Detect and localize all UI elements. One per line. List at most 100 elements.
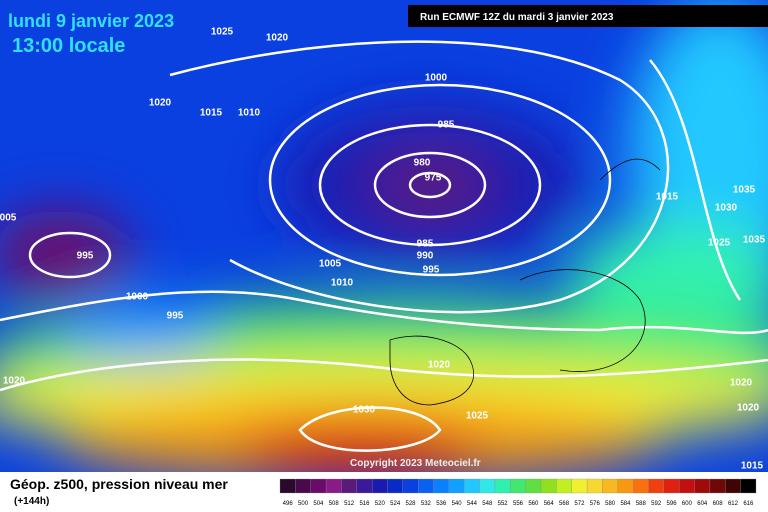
field-background xyxy=(0,0,768,480)
time-title: 13:00 locale xyxy=(12,35,125,57)
scale-label: 568 xyxy=(559,501,570,507)
scale-cell xyxy=(571,478,588,494)
scale-label: 536 xyxy=(436,501,447,507)
footer-lead: (+144h) xyxy=(14,496,49,507)
scale-label: 592 xyxy=(651,501,662,507)
scale-cell xyxy=(709,478,726,494)
scale-label: 588 xyxy=(636,501,647,507)
scale-label: 580 xyxy=(605,501,616,507)
scale-label: 572 xyxy=(574,501,585,507)
run-info: Run ECMWF 12Z du mardi 3 janvier 2023 xyxy=(420,12,614,23)
scale-cell xyxy=(725,478,741,494)
scale-cell xyxy=(295,478,311,494)
scale-cell xyxy=(479,478,496,494)
scale-label: 604 xyxy=(697,501,708,507)
footer-title: Géop. z500, pression niveau mer xyxy=(10,476,228,492)
scale-label: 560 xyxy=(528,501,539,507)
scale-label: 532 xyxy=(421,501,432,507)
isobar-label: 005 xyxy=(0,213,17,224)
scale-label: 556 xyxy=(513,501,524,507)
scale-label: 500 xyxy=(298,501,309,507)
isobar-label: 1020 xyxy=(266,33,289,44)
isobar-label: 980 xyxy=(414,158,431,169)
scale-cell xyxy=(617,478,634,494)
scale-label: 608 xyxy=(713,501,724,507)
isobar-label: 995 xyxy=(167,311,184,322)
scale-label: 576 xyxy=(590,501,601,507)
scale-cell xyxy=(371,478,388,494)
isobar-label: 985 xyxy=(438,120,455,131)
scale-cell xyxy=(433,478,450,494)
scale-cell xyxy=(387,478,403,494)
scale-cell xyxy=(602,478,618,494)
isobar-label: 1035 xyxy=(733,185,756,196)
scale-label: 548 xyxy=(482,501,493,507)
isobar-label: 1025 xyxy=(211,27,234,38)
isobar-label: 1025 xyxy=(466,411,489,422)
scale-cell xyxy=(279,478,296,494)
scale-cell xyxy=(402,478,419,494)
isobar-label: 1030 xyxy=(715,203,738,214)
isobar-label: 1035 xyxy=(743,235,766,246)
scale-cell xyxy=(464,478,480,494)
scale-label: 600 xyxy=(682,501,693,507)
scale-label: 584 xyxy=(620,501,631,507)
scale-cell xyxy=(341,478,357,494)
scale-label: 516 xyxy=(359,501,370,507)
scale-cell xyxy=(648,478,665,494)
scale-cell xyxy=(663,478,680,494)
scale-label: 496 xyxy=(283,501,294,507)
scale-cell xyxy=(510,478,526,494)
scale-cell xyxy=(633,478,649,494)
scale-label: 552 xyxy=(498,501,509,507)
isobar-label: 1005 xyxy=(319,259,342,270)
scale-cell xyxy=(418,478,434,494)
scale-cell xyxy=(325,478,342,494)
scale-cell xyxy=(525,478,542,494)
scale-cell xyxy=(448,478,465,494)
isobar-label: 990 xyxy=(417,251,434,262)
scale-label: 528 xyxy=(406,501,417,507)
isobar-label: 995 xyxy=(77,251,94,262)
scale-label: 544 xyxy=(467,501,478,507)
copyright: Copyright 2023 Meteociel.fr xyxy=(350,458,481,469)
date-title: lundi 9 janvier 2023 xyxy=(8,11,174,31)
coastlines xyxy=(389,158,661,406)
isobar-label: 1025 xyxy=(708,238,731,249)
scale-cell xyxy=(694,478,711,494)
isobar-label: 975 xyxy=(425,173,442,184)
scale-cell xyxy=(586,478,603,494)
isobar-label: 1000 xyxy=(425,73,448,84)
scale-label: 504 xyxy=(313,501,324,507)
isobar-label: 1030 xyxy=(353,405,376,416)
scale-cell xyxy=(740,478,757,494)
isobar-label: 1015 xyxy=(656,192,679,203)
color-scale: 496 500 504 508 512 516 520 524 528 532 536 540 544 5… xyxy=(279,478,757,507)
scale-label: 540 xyxy=(452,501,463,507)
isobar-label: 995 xyxy=(423,265,440,276)
isobar-label: 1015 xyxy=(741,461,764,472)
isobar-label: 1000 xyxy=(126,292,149,303)
scale-cell xyxy=(556,478,572,494)
scale-cell xyxy=(494,478,511,494)
scale-cell xyxy=(679,478,695,494)
isobar-label: 1020 xyxy=(3,376,26,387)
scale-label: 616 xyxy=(743,501,754,507)
isobar-label: 1010 xyxy=(331,278,354,289)
scale-label: 524 xyxy=(390,501,401,507)
scale-cell xyxy=(356,478,373,494)
isobars xyxy=(0,40,768,452)
scale-cell xyxy=(310,478,327,494)
scale-label: 520 xyxy=(375,501,386,507)
isobar-label: 1015 xyxy=(200,108,223,119)
scale-label: 508 xyxy=(329,501,340,507)
isobar-label: 1020 xyxy=(428,360,451,371)
isobar-label: 985 xyxy=(417,239,434,250)
isobar-label: 1020 xyxy=(730,378,753,389)
scale-cell xyxy=(540,478,557,494)
scale-label: 596 xyxy=(667,501,678,507)
run-box xyxy=(408,5,768,27)
scale-label: 564 xyxy=(544,501,555,507)
scale-label: 512 xyxy=(344,501,355,507)
